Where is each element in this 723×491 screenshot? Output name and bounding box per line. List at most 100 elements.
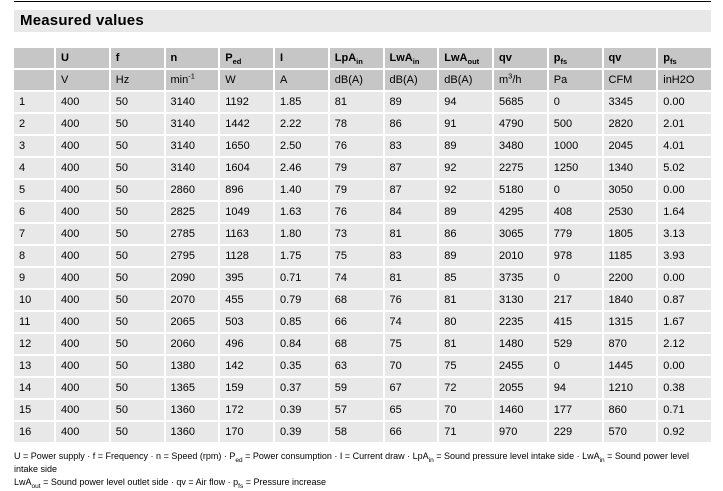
table-cell: 50 (110, 422, 164, 442)
table-cell: 400 (56, 312, 109, 332)
table-cell: 81 (439, 290, 492, 310)
row-number: 1 (14, 92, 54, 112)
table-cell: 400 (56, 136, 109, 156)
footnote-line: U = Power supply · f = Frequency · n = S… (14, 451, 689, 474)
table-cell: 2060 (165, 334, 219, 354)
table-cell: 1.64 (658, 202, 711, 222)
table-cell: 0 (548, 92, 602, 112)
table-cell: 79 (329, 180, 383, 200)
table-cell: 1.40 (275, 180, 328, 200)
table-cell: 0 (548, 356, 602, 376)
table-cell: 1360 (165, 422, 219, 442)
table-cell: 1340 (603, 158, 657, 178)
table-cell: 81 (329, 92, 383, 112)
table-cell: 1460 (494, 400, 547, 420)
table-body: 1 400 50 3140 1192 1.85 81 89 94 5685 0 3345 0.00 2 40… (14, 92, 711, 442)
table-cell: 0.00 (658, 268, 711, 288)
table-cell: 89 (439, 202, 492, 222)
column-unit: A (275, 70, 328, 90)
table-cell: 177 (548, 400, 602, 420)
table-cell: 86 (439, 224, 492, 244)
table-cell: 2200 (603, 268, 657, 288)
row-number: 2 (14, 114, 54, 134)
row-number: 14 (14, 378, 54, 398)
table-cell: 1805 (603, 224, 657, 244)
row-number: 7 (14, 224, 54, 244)
table-cell: 1049 (220, 202, 273, 222)
table-cell: 1.63 (275, 202, 328, 222)
table-cell: 0.00 (658, 180, 711, 200)
table-cell: 1445 (603, 356, 657, 376)
table-row: 11 400 50 2065 503 0.85 66 74 80 2235 415 1315 1.67 (14, 312, 711, 332)
table-cell: 1.67 (658, 312, 711, 332)
table-row: 4 400 50 3140 1604 2.46 79 87 92 2275 1250 1340 5.02 (14, 158, 711, 178)
table-cell: 217 (548, 290, 602, 310)
table-cell: 142 (220, 356, 273, 376)
table-cell: 57 (329, 400, 383, 420)
table-cell: 50 (110, 378, 164, 398)
table-cell: 80 (439, 312, 492, 332)
table-cell: 2.22 (275, 114, 328, 134)
table-cell: 1360 (165, 400, 219, 420)
table-cell: 59 (329, 378, 383, 398)
table-cell: 1163 (220, 224, 273, 244)
table-cell: 2785 (165, 224, 219, 244)
table-cell: 1250 (548, 158, 602, 178)
table-cell: 3140 (165, 114, 219, 134)
column-header: Ped (220, 48, 273, 68)
table-cell: 50 (110, 158, 164, 178)
table-cell: 1.85 (275, 92, 328, 112)
table-cell: 92 (439, 158, 492, 178)
table-cell: 89 (439, 136, 492, 156)
table-cell: 66 (384, 422, 438, 442)
row-number: 13 (14, 356, 54, 376)
table-cell: 400 (56, 202, 109, 222)
table-cell: 2860 (165, 180, 219, 200)
table-cell: 2235 (494, 312, 547, 332)
table-cell: 779 (548, 224, 602, 244)
table-cell: 50 (110, 246, 164, 266)
table-cell: 978 (548, 246, 602, 266)
table-cell: 400 (56, 158, 109, 178)
row-number: 12 (14, 334, 54, 354)
table-cell: 94 (439, 92, 492, 112)
row-number: 15 (14, 400, 54, 420)
table-cell: 500 (548, 114, 602, 134)
table-cell: 50 (110, 290, 164, 310)
table-cell: 408 (548, 202, 602, 222)
table-cell: 3130 (494, 290, 547, 310)
table-cell: 2055 (494, 378, 547, 398)
column-header: I (275, 48, 328, 68)
table-cell: 1365 (165, 378, 219, 398)
table-cell: 4.01 (658, 136, 711, 156)
column-header: qv (494, 48, 547, 68)
table-cell: 76 (329, 136, 383, 156)
table-cell: 0 (548, 268, 602, 288)
table-cell: 1650 (220, 136, 273, 156)
page-title: Measured values (20, 12, 144, 29)
table-cell: 400 (56, 114, 109, 134)
table-cell: 78 (329, 114, 383, 134)
row-number: 9 (14, 268, 54, 288)
table-cell: 68 (329, 290, 383, 310)
column-unit: V (56, 70, 109, 90)
table-cell: 415 (548, 312, 602, 332)
table-row: 1 400 50 3140 1192 1.85 81 89 94 5685 0 3345 0.00 (14, 92, 711, 112)
table-cell: 89 (439, 246, 492, 266)
table-cell: 400 (56, 268, 109, 288)
table-cell: 67 (384, 378, 438, 398)
table-cell: 50 (110, 356, 164, 376)
table-cell: 0.00 (658, 92, 711, 112)
column-unit: CFM (603, 70, 657, 90)
row-number: 5 (14, 180, 54, 200)
table-cell: 3140 (165, 158, 219, 178)
table-cell: 529 (548, 334, 602, 354)
column-unit: Pa (548, 70, 602, 90)
table-cell: 81 (384, 268, 438, 288)
table-cell: 172 (220, 400, 273, 420)
table-cell: 0.39 (275, 422, 328, 442)
